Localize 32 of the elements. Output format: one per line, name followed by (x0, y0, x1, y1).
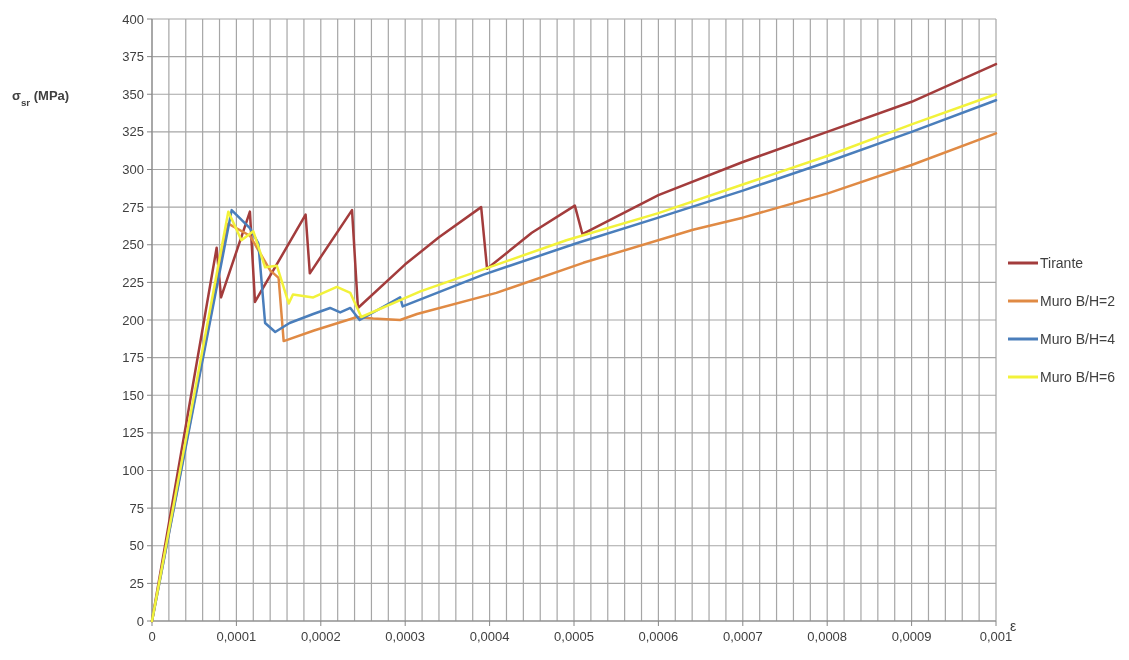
y-tick-label: 250 (122, 237, 144, 253)
x-tick-label: 0,0009 (891, 629, 932, 644)
y-axis-title: σ$_{sr}$ (MPa) (12, 88, 70, 108)
y-tick-label: 400 (122, 11, 144, 27)
y-tick-label: 300 (122, 162, 144, 177)
x-tick-label: 0,0005 (554, 629, 594, 644)
x-tick-label: 0,0001 (216, 629, 257, 644)
y-tick-label: 325 (122, 124, 144, 140)
x-tick-label: 0,0004 (469, 629, 510, 644)
y-tick-label: 200 (122, 312, 144, 328)
y-tick-label: 275 (122, 199, 144, 215)
y-tick-label: 125 (122, 425, 144, 441)
y-tick-label: 175 (122, 350, 144, 366)
y-tick-label: 350 (122, 86, 144, 102)
legend-label: Tirante (1040, 255, 1084, 271)
y-tick-label: 0 (136, 613, 144, 629)
x-tick-label: 0,0007 (722, 629, 763, 644)
x-tick-label: 0,0003 (385, 629, 426, 644)
legend-label: Muro B/H=4 (1040, 331, 1116, 347)
x-tick-label: 0 (148, 629, 156, 644)
y-tick-label: 25 (129, 575, 144, 591)
legend-label: Muro B/H=6 (1040, 369, 1116, 385)
x-tick-label: 0,0002 (300, 629, 341, 644)
x-tick-label: 0,0008 (807, 629, 848, 644)
x-tick-label: 0,0006 (638, 629, 679, 644)
y-tick-label: 225 (122, 274, 144, 290)
legend-label: Muro B/H=2 (1040, 293, 1116, 309)
y-tick-label: 375 (122, 49, 144, 65)
y-tick-label: 150 (122, 387, 144, 403)
y-tick-label: 50 (129, 538, 144, 554)
y-tick-label: 75 (129, 500, 144, 516)
y-tick-label: 100 (122, 463, 144, 478)
